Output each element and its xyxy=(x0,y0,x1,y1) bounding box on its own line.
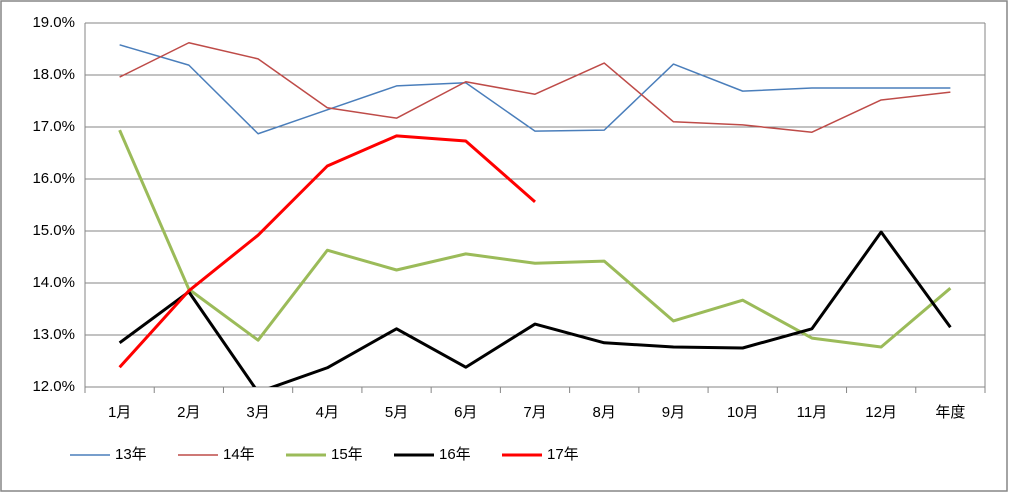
x-tick-label: 12月 xyxy=(865,404,897,421)
legend-label: 16年 xyxy=(439,446,471,463)
legend-label: 15年 xyxy=(331,446,363,463)
legend-label: 13年 xyxy=(115,446,147,463)
x-tick-label: 年度 xyxy=(935,404,965,421)
x-tick-label: 11月 xyxy=(797,404,828,421)
x-tick-label: 3月 xyxy=(246,404,269,421)
series-line xyxy=(118,129,952,349)
x-tick-label: 1月 xyxy=(108,404,131,421)
legend-label: 14年 xyxy=(223,446,255,463)
y-tick-label: 12.0% xyxy=(32,378,75,395)
y-tick-label: 19.0% xyxy=(32,14,75,31)
x-tick-label: 2月 xyxy=(177,404,200,421)
series-line xyxy=(118,134,536,369)
y-tick-label: 13.0% xyxy=(32,326,75,343)
x-tick-label: 8月 xyxy=(593,404,616,421)
x-tick-label: 5月 xyxy=(385,404,408,421)
y-tick-label: 18.0% xyxy=(32,66,75,83)
x-tick-label: 10月 xyxy=(727,404,759,421)
x-tick-label: 9月 xyxy=(662,404,685,421)
x-tick-label: 6月 xyxy=(454,404,477,421)
y-tick-label: 15.0% xyxy=(32,222,75,239)
x-tick-label: 7月 xyxy=(523,404,546,421)
legend-label: 17年 xyxy=(547,446,579,463)
series-line xyxy=(119,44,951,135)
x-tick-label: 4月 xyxy=(316,404,339,421)
y-tick-label: 17.0% xyxy=(32,118,75,135)
series-line xyxy=(119,42,951,133)
y-tick-label: 14.0% xyxy=(32,274,75,291)
y-tick-label: 16.0% xyxy=(32,170,75,187)
series-line xyxy=(118,230,952,387)
plot-lines xyxy=(118,42,952,387)
